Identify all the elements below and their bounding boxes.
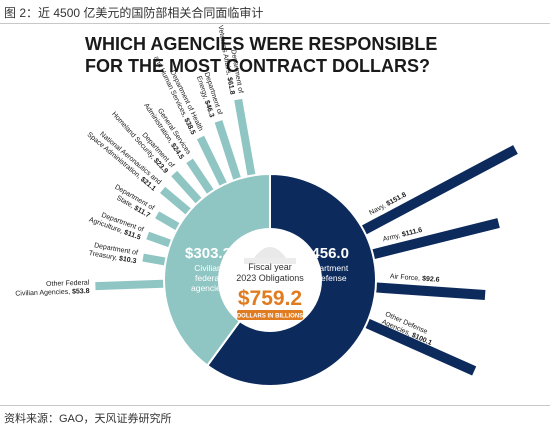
civilian-label-9-line: Civilian Agencies, $53.8: [15, 288, 90, 298]
defense-slice-label-line: of Defense: [305, 273, 346, 283]
breakdown-bars: [95, 98, 518, 376]
civilian-bar-3: [186, 158, 216, 197]
center-unit-text: DOLLARS IN BILLIONS: [237, 314, 303, 320]
chart-title: WHICH AGENCIES WERE RESPONSIBLE FOR THE …: [85, 34, 437, 76]
pie-slice-civilian: [162, 172, 271, 367]
center-disc: [218, 228, 322, 332]
defense-bar-3: [362, 317, 477, 376]
capitol-base-icon: [244, 258, 296, 264]
center-label-line-2: 2023 Obligations: [236, 273, 304, 283]
defense-label-2: Air Force, $92.6: [390, 273, 440, 283]
figure-caption: 图 2：近 4500 亿美元的国防部相关合同面临审计: [4, 6, 264, 20]
defense-bar-1: [369, 218, 500, 260]
civilian-bar-1: [214, 120, 242, 183]
defense-label-1-line: Army, $111.6: [382, 227, 423, 244]
civilian-slice-label-line: agencies: [191, 283, 225, 293]
defense-label-2-line: Air Force, $92.6: [390, 273, 440, 283]
defense-bar-0: [359, 145, 518, 236]
civilian-bar-6: [155, 211, 182, 232]
civilian-slice-value: $303.2: [185, 245, 231, 262]
chart-title-line-2: FOR THE MOST CONTRACT DOLLARS?: [85, 56, 430, 76]
civilian-bar-7: [146, 231, 174, 249]
defense-bar-2: [373, 282, 486, 300]
defense-slice-label-line: Department: [304, 263, 349, 273]
capitol-dome-icon: [254, 247, 286, 258]
civilian-slice-label-line: federal: [195, 273, 221, 283]
center-total-value: $759.2: [238, 287, 302, 310]
chart-title-line-1: WHICH AGENCIES WERE RESPONSIBLE: [85, 34, 437, 54]
civilian-bar-4: [171, 170, 204, 206]
civilian-bar-2: [196, 135, 228, 189]
civilian-bar-9: [95, 279, 167, 291]
center-label-line-1: Fiscal year: [248, 262, 292, 272]
civilian-bar-0: [234, 98, 256, 179]
figure-source: 资料来源：GAO，天风证券研究所: [4, 413, 172, 425]
civilian-slice-label-line: Civilian: [194, 263, 222, 273]
top-divider: [0, 23, 550, 24]
defense-slice-value: $456.0: [303, 245, 349, 262]
civilian-bar-5: [160, 186, 193, 217]
civilian-label-9-line: Other Federal: [46, 280, 90, 289]
bottom-divider: [0, 405, 550, 406]
defense-label-1: Army, $111.6: [382, 227, 423, 244]
civilian-bar-8: [142, 253, 169, 266]
center-unit-badge: [237, 310, 303, 320]
